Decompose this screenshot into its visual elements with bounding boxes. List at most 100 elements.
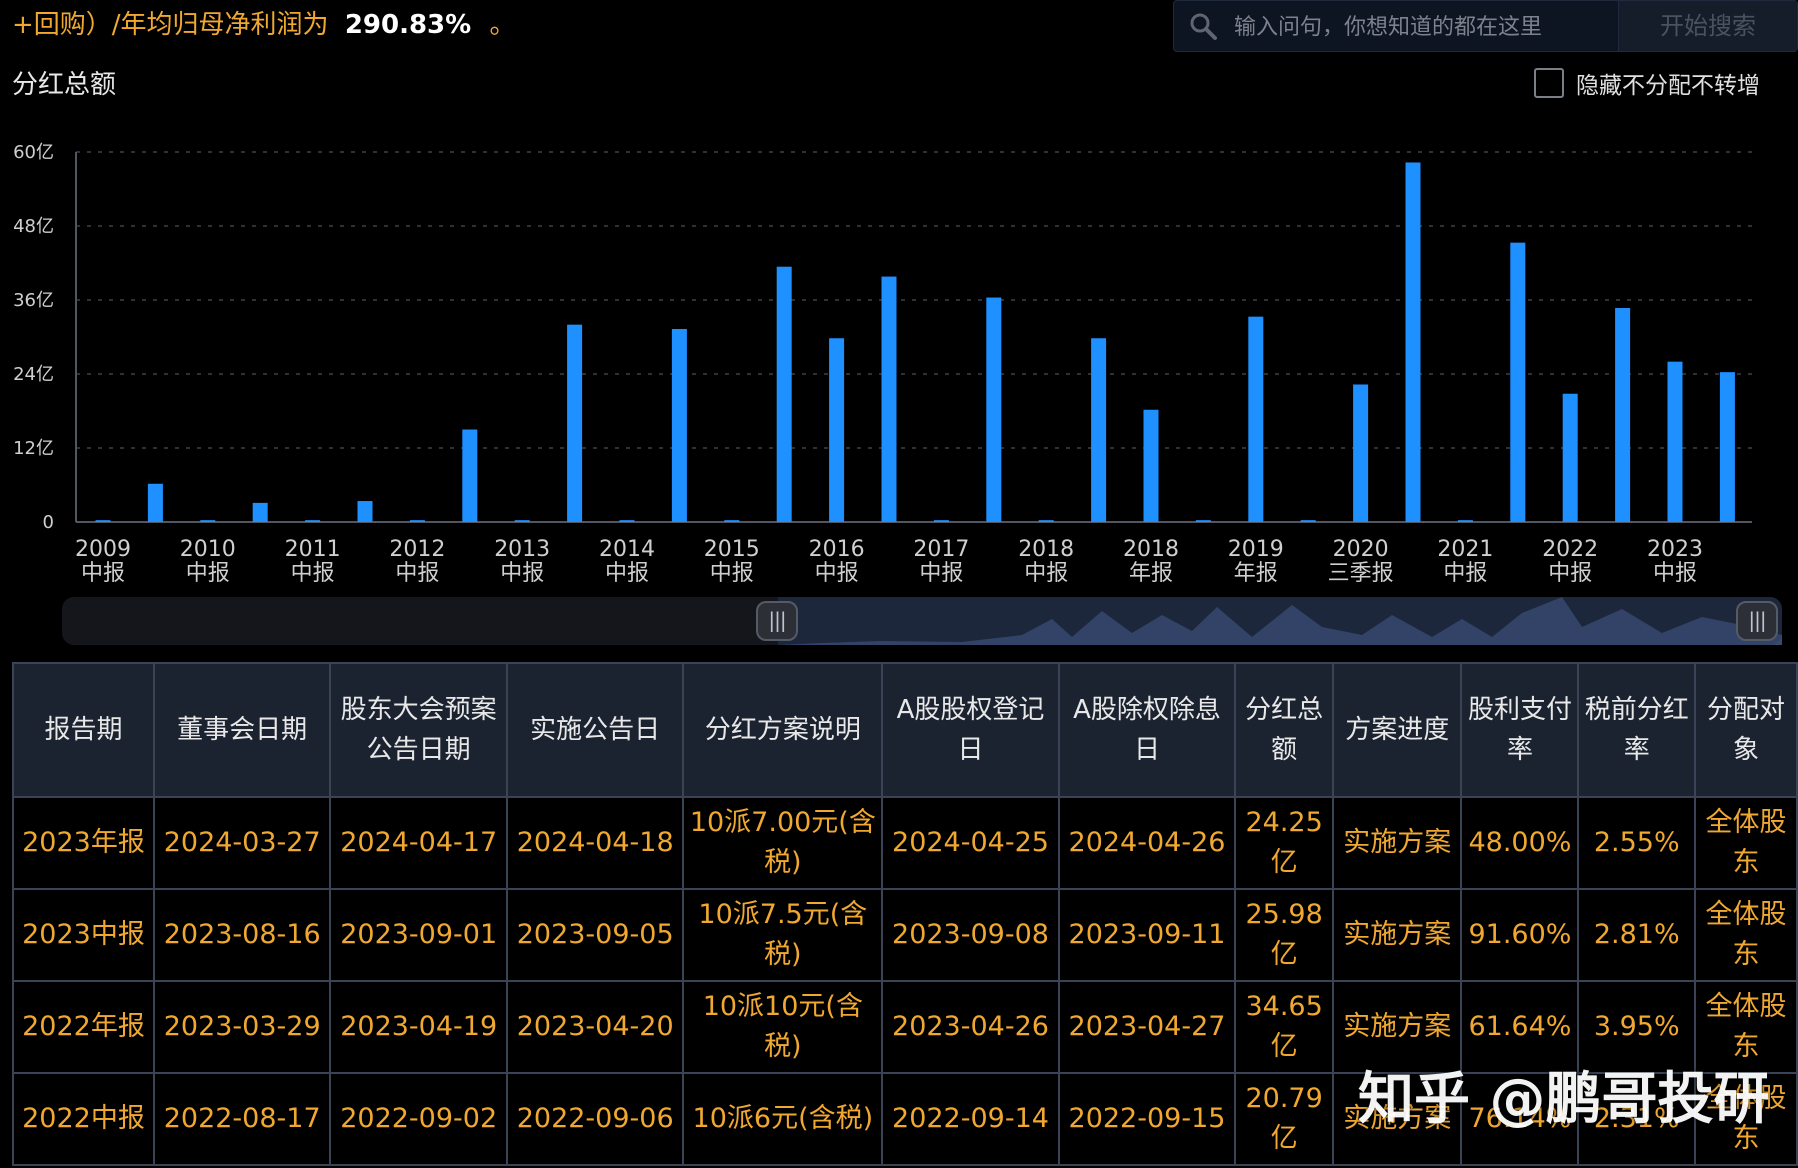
slider-right-handle[interactable]: ||| bbox=[1736, 601, 1778, 641]
col-header[interactable]: 股东大会预案公告日期 bbox=[329, 662, 508, 798]
cell-payout: 48.00% bbox=[1460, 796, 1580, 890]
chart-bar bbox=[147, 483, 163, 522]
cell-target: 全体股东 bbox=[1694, 1072, 1798, 1166]
summary-tail: 。 bbox=[489, 10, 516, 40]
chart-bar bbox=[619, 520, 635, 522]
col-header[interactable]: A股股权登记日 bbox=[881, 662, 1060, 798]
chart-bar bbox=[671, 328, 687, 522]
x-tick-period: 中报 bbox=[500, 561, 544, 586]
cell-impl-date: 2023-09-05 bbox=[505, 888, 685, 982]
chart-bar bbox=[1195, 520, 1211, 522]
col-header[interactable]: 分配对象 bbox=[1694, 662, 1798, 798]
cell-record-date: 2022-09-14 bbox=[881, 1072, 1060, 1166]
x-tick-period: 三季报 bbox=[1328, 561, 1394, 586]
col-header[interactable]: 税前分红率 bbox=[1577, 662, 1697, 798]
hide-toggle-label: 隐藏不分配不转增 bbox=[1576, 73, 1760, 99]
x-tick-year: 2013 bbox=[494, 537, 550, 562]
cell-progress: 实施方案 bbox=[1332, 1072, 1463, 1166]
y-tick-label: 24亿 bbox=[13, 364, 54, 385]
table-row[interactable]: 2022中报 2022-08-17 2022-09-02 2022-09-06 … bbox=[12, 1072, 1798, 1166]
chart-bar bbox=[1248, 316, 1264, 522]
col-header[interactable]: 董事会日期 bbox=[152, 662, 332, 798]
hide-no-distribution-toggle[interactable]: 隐藏不分配不转增 bbox=[1534, 66, 1760, 100]
col-header[interactable]: 分红方案说明 bbox=[682, 662, 884, 798]
x-tick-period: 中报 bbox=[1653, 561, 1697, 586]
y-tick-label: 12亿 bbox=[13, 438, 54, 459]
table-row[interactable]: 2023中报 2023-08-16 2023-09-01 2023-09-05 … bbox=[12, 888, 1798, 982]
cell-payout: 76.14% bbox=[1460, 1072, 1580, 1166]
x-tick-period: 中报 bbox=[291, 561, 335, 586]
cell-target: 全体股东 bbox=[1694, 888, 1798, 982]
col-header[interactable]: 实施公告日 bbox=[505, 662, 685, 798]
col-header[interactable]: A股除权除息日 bbox=[1057, 662, 1237, 798]
y-tick-label: 48亿 bbox=[13, 216, 54, 237]
x-tick-year: 2017 bbox=[913, 537, 969, 562]
chart-bar bbox=[1510, 242, 1526, 522]
slider-selection bbox=[778, 597, 1782, 645]
x-tick-period: 中报 bbox=[710, 561, 754, 586]
chart-bar bbox=[1562, 393, 1578, 522]
cell-progress: 实施方案 bbox=[1332, 888, 1463, 982]
x-tick-year: 2018 bbox=[1123, 537, 1179, 562]
x-tick-year: 2018 bbox=[1018, 537, 1074, 562]
cell-board-date: 2023-08-16 bbox=[152, 888, 332, 982]
x-tick-year: 2015 bbox=[704, 537, 760, 562]
search-button[interactable]: 开始搜索 bbox=[1618, 1, 1797, 51]
cell-record-date: 2023-04-26 bbox=[881, 980, 1060, 1074]
dividend-chart: 0 12亿 24亿 36亿 48亿 60亿 2009 中报 2010 中报 2011 中报 2012 中报… bbox=[0, 130, 1798, 600]
cell-board-date: 2024-03-27 bbox=[152, 796, 332, 890]
table-row[interactable]: 2023年报 2024-03-27 2024-04-17 2024-04-18 … bbox=[12, 796, 1798, 890]
x-tick-year: 2010 bbox=[180, 537, 236, 562]
dividend-table: 报告期 董事会日期 股东大会预案公告日期 实施公告日 分红方案说明 A股股权登记… bbox=[12, 662, 1798, 1166]
col-header[interactable]: 方案进度 bbox=[1332, 662, 1463, 798]
chart-bar bbox=[1353, 384, 1369, 522]
chart-bar bbox=[776, 266, 792, 522]
cell-yield: 2.81% bbox=[1577, 888, 1697, 982]
chart-bar bbox=[95, 520, 111, 522]
col-header[interactable]: 分红总额 bbox=[1234, 662, 1335, 798]
chart-bar bbox=[1143, 409, 1159, 522]
chart-bar bbox=[252, 502, 268, 522]
chart-bar bbox=[1038, 520, 1054, 522]
cell-board-date: 2022-08-17 bbox=[152, 1072, 332, 1166]
cell-period: 2022年报 bbox=[12, 980, 155, 1074]
search-bar: 开始搜索 bbox=[1173, 0, 1798, 53]
x-tick-period: 中报 bbox=[81, 561, 125, 586]
chart-bar bbox=[567, 324, 583, 522]
table-header-row: 报告期 董事会日期 股东大会预案公告日期 实施公告日 分红方案说明 A股股权登记… bbox=[12, 662, 1798, 798]
chart-bar bbox=[724, 520, 740, 522]
range-slider[interactable]: ||| ||| bbox=[62, 597, 1782, 645]
y-tick-label: 0 bbox=[43, 512, 54, 533]
chart-bar bbox=[1405, 162, 1421, 522]
x-tick-year: 2023 bbox=[1647, 537, 1703, 562]
cell-payout: 91.60% bbox=[1460, 888, 1580, 982]
x-tick-period: 年报 bbox=[1234, 561, 1278, 586]
watermark: 知乎 @鹏哥投研 bbox=[1358, 1067, 1770, 1132]
chart-bar bbox=[1719, 372, 1735, 522]
cell-plan: 10派7.5元(含税) bbox=[682, 888, 884, 982]
cell-total: 24.25亿 bbox=[1234, 796, 1335, 890]
x-tick-period: 中报 bbox=[186, 561, 230, 586]
chart-bar bbox=[462, 429, 478, 522]
table-row[interactable]: 2022年报 2023-03-29 2023-04-19 2023-04-20 … bbox=[12, 980, 1798, 1074]
cell-progress: 实施方案 bbox=[1332, 980, 1463, 1074]
x-tick-year: 2019 bbox=[1228, 537, 1284, 562]
hide-checkbox[interactable] bbox=[1534, 68, 1564, 98]
cell-ex-date: 2024-04-26 bbox=[1057, 796, 1237, 890]
col-header[interactable]: 股利支付率 bbox=[1460, 662, 1580, 798]
col-header[interactable]: 报告期 bbox=[12, 662, 155, 798]
cell-target: 全体股东 bbox=[1694, 796, 1798, 890]
bar-chart-svg: 012亿24亿36亿48亿60亿2009中报2010中报2011中报2012中报… bbox=[13, 142, 1752, 586]
cell-board-date: 2023-03-29 bbox=[152, 980, 332, 1074]
x-tick-period: 中报 bbox=[815, 561, 859, 586]
x-tick-period: 中报 bbox=[1024, 561, 1068, 586]
y-tick-label: 60亿 bbox=[13, 142, 54, 163]
search-icon bbox=[1190, 13, 1217, 40]
chart-bar bbox=[200, 520, 216, 522]
x-tick-period: 中报 bbox=[919, 561, 963, 586]
slider-left-handle[interactable]: ||| bbox=[756, 601, 798, 641]
cell-period: 2022中报 bbox=[12, 1072, 155, 1166]
cell-proposal-date: 2023-04-19 bbox=[329, 980, 508, 1074]
cell-plan: 10派7.00元(含税) bbox=[682, 796, 884, 890]
cell-record-date: 2023-09-08 bbox=[881, 888, 1060, 982]
